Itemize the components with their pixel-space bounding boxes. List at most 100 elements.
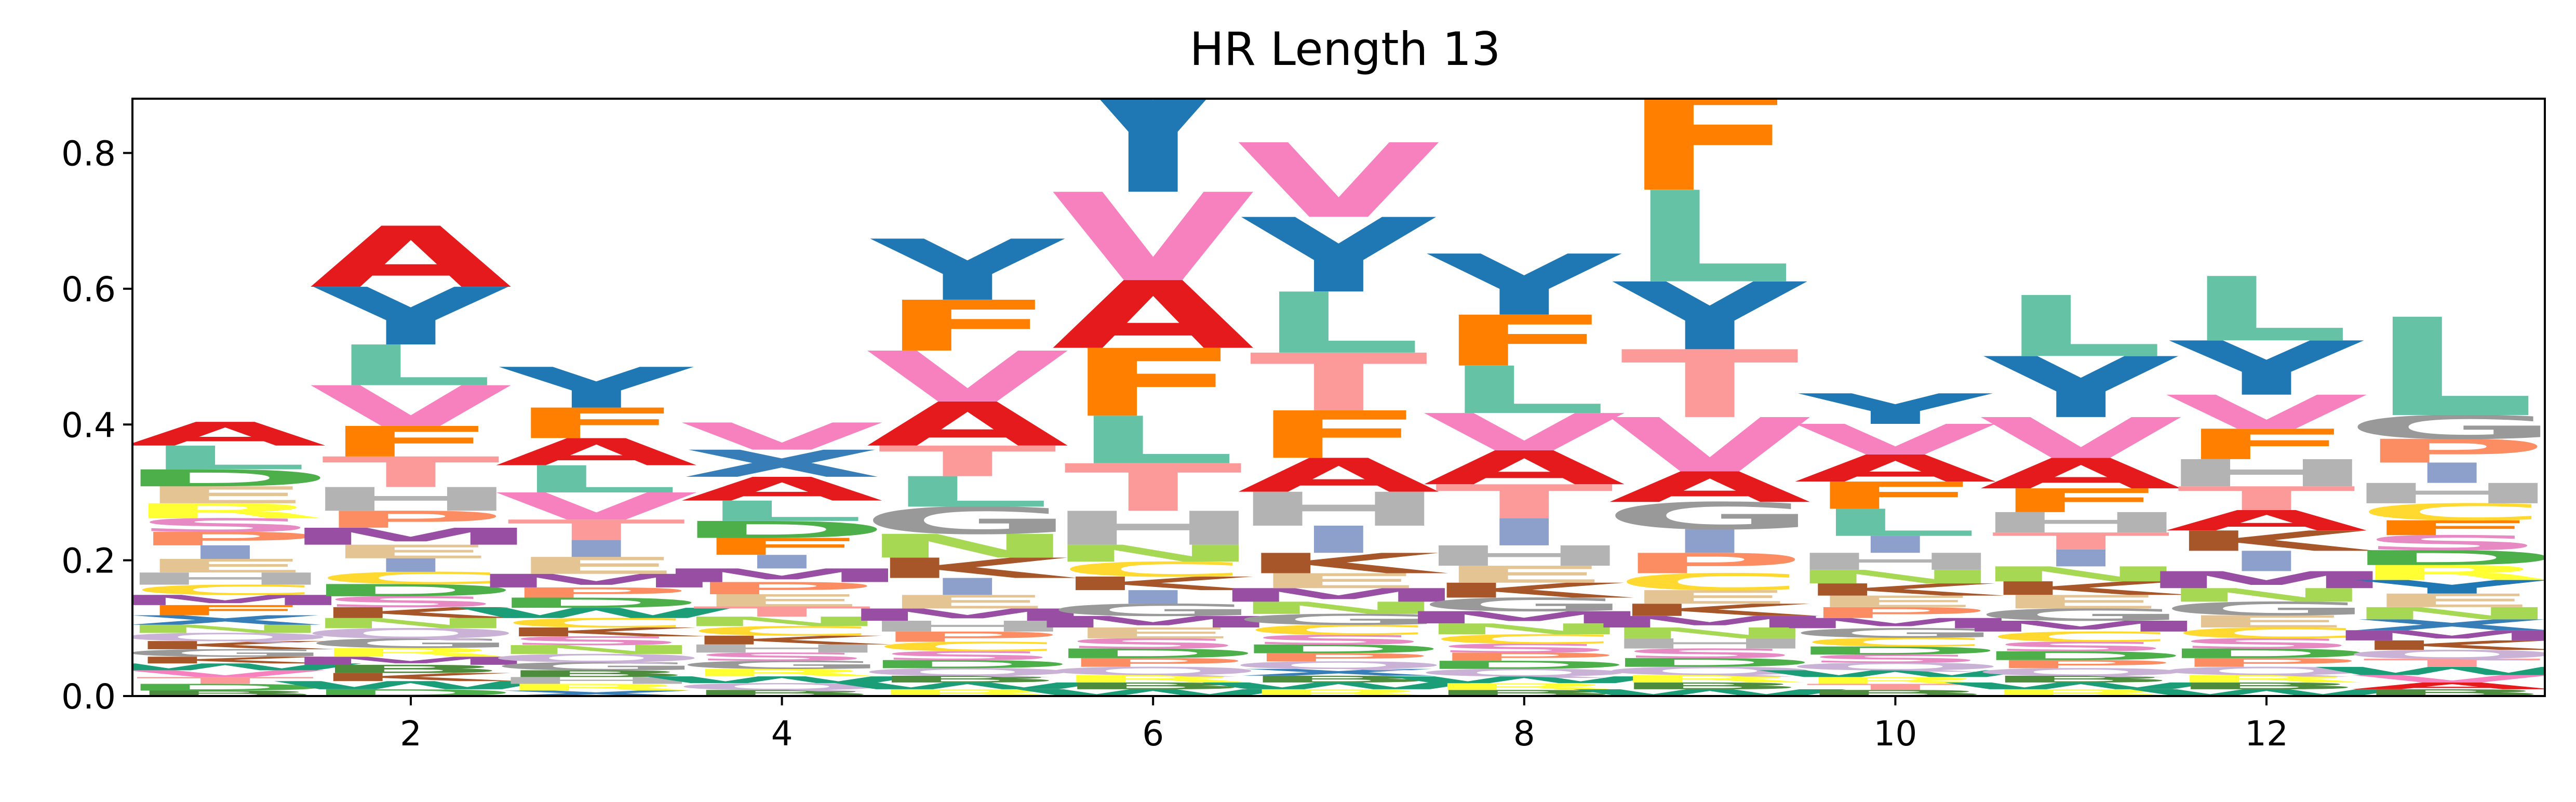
- logo-letter: G: [1602, 494, 1817, 538]
- logo-letter: V: [1052, 168, 1256, 309]
- y-tick-label: 0.0: [61, 677, 116, 717]
- logo-letter: R: [124, 499, 326, 523]
- logo-letter: Y: [2353, 577, 2550, 598]
- logo-letter: V: [866, 337, 1071, 418]
- logo-letter: I: [177, 542, 274, 564]
- logo-letter: V: [1423, 403, 1628, 463]
- logo-letter: B: [1981, 674, 2180, 685]
- logo-letter: C: [2170, 624, 2363, 641]
- logo-letter: C: [1614, 569, 1806, 596]
- logo-letter: V: [310, 374, 514, 439]
- logo-letter: Q: [856, 666, 1079, 678]
- logo-letter: T: [2363, 657, 2543, 670]
- logo-letter: N: [2157, 584, 2376, 606]
- logo-letter: R: [1238, 687, 1439, 698]
- logo-letter: W: [1009, 687, 1297, 698]
- logo-letter: W: [1565, 687, 1854, 698]
- logo-letter: B: [1610, 680, 1809, 691]
- y-tick-label: 0.4: [61, 405, 116, 445]
- logo-letter: T: [1435, 475, 1615, 529]
- logo-letter: L: [1626, 165, 1793, 311]
- logo-letter: C: [500, 616, 692, 631]
- logo-letter: E: [1991, 591, 2170, 613]
- logo-letter: G: [118, 647, 333, 659]
- logo-letter: S: [1059, 636, 1247, 652]
- logo-letter: I: [733, 551, 831, 573]
- logo-letter: F: [1435, 301, 1614, 382]
- logo-letter: V: [1237, 122, 1442, 241]
- logo-letter: R: [1794, 675, 1996, 686]
- logo-letter: L: [1255, 275, 1422, 372]
- logo-letter: H: [672, 643, 891, 656]
- logo-letter: T: [1806, 682, 1986, 692]
- logo-letter: P: [500, 585, 692, 601]
- logo-letter: W: [2122, 687, 2411, 698]
- logo-letter: Q: [1413, 667, 1635, 679]
- logo-letter: R: [2166, 673, 2367, 685]
- logo-letter: K: [2165, 525, 2378, 557]
- logo-letter: G: [489, 660, 704, 673]
- logo-letter: P: [1428, 650, 1620, 663]
- logo-letter: L: [2369, 290, 2535, 447]
- logo-letter: K: [680, 633, 893, 647]
- logo-letter: Y: [1982, 340, 2178, 437]
- logo-letter: M: [2322, 627, 2576, 644]
- logo-letter: G: [1231, 611, 1446, 628]
- logo-letter: H: [1415, 540, 1634, 572]
- logo-letter: I: [1104, 586, 1202, 608]
- logo-letter: A: [495, 431, 700, 474]
- logo-letter: W: [1937, 680, 2225, 691]
- logo-letter: D: [2343, 546, 2561, 570]
- logo-letter: M: [837, 605, 1098, 625]
- logo-letter: K: [1608, 600, 1821, 620]
- logo-letter: M: [280, 523, 541, 550]
- logo-letter: R: [681, 667, 882, 679]
- logo-letter: R: [867, 687, 1068, 698]
- logo-letter: E: [1435, 561, 1614, 588]
- logo-letter: B: [1425, 688, 1624, 698]
- logo-letter: Q: [1784, 661, 2007, 673]
- logo-letter: L: [1441, 353, 1607, 429]
- logo-letter: K: [495, 625, 708, 639]
- logo-letter: B: [497, 669, 696, 679]
- logo-letter: A: [2351, 680, 2555, 691]
- logo-letter: H: [858, 618, 1077, 635]
- logo-letter: T: [1249, 337, 1429, 429]
- logo-letter: M: [2136, 567, 2397, 594]
- logo-letter: R: [1052, 673, 1254, 685]
- logo-letter: T: [1992, 528, 2172, 555]
- logo-letter: F: [1249, 397, 1428, 473]
- logo-letter: K: [866, 552, 1079, 585]
- logo-letter: S: [873, 649, 1062, 663]
- logo-letter: R: [1980, 687, 2182, 698]
- logo-letter: C: [1985, 629, 2177, 645]
- logo-letter: M: [280, 654, 541, 667]
- logo-letter: N: [672, 614, 891, 629]
- logo-letter: S: [2358, 531, 2546, 555]
- logo-letter: C: [2356, 499, 2548, 526]
- logo-letter: W: [823, 680, 1112, 691]
- logo-letter: D: [302, 687, 520, 698]
- logo-letter: X: [2351, 617, 2553, 634]
- logo-letter: D: [859, 658, 1077, 671]
- logo-letter: H: [301, 480, 520, 518]
- logo-letter: E: [1806, 593, 1985, 611]
- logo-letter: H: [1600, 636, 1819, 652]
- logo-letter: G: [675, 659, 890, 672]
- logo-letter: Q: [1599, 665, 1821, 678]
- chart-title: HR Length 13: [1190, 22, 1501, 76]
- logo-letter: N: [1043, 540, 1263, 567]
- logo-letter: Q: [2341, 648, 2564, 662]
- logo-letter: N: [1600, 624, 1819, 641]
- logo-letter: K: [124, 655, 337, 666]
- x-tick-label: 8: [1513, 714, 1535, 754]
- logo-letter: A: [1237, 449, 1442, 503]
- logo-letter: M: [95, 592, 356, 608]
- logo-letter: W: [452, 605, 741, 621]
